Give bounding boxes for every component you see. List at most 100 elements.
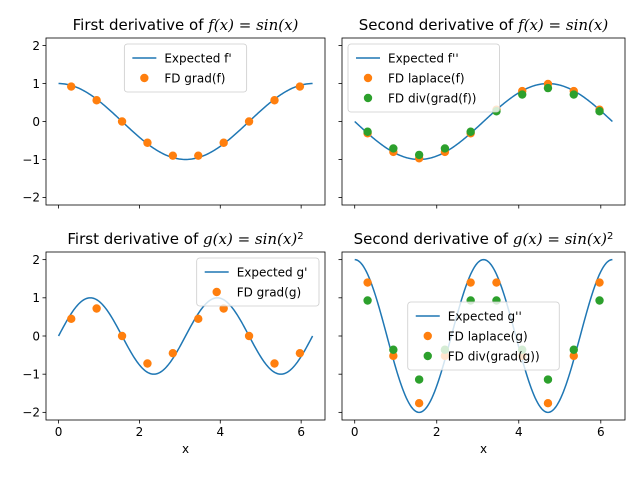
legend-label: Expected f'' [388, 51, 459, 65]
chart-panel-3: First derivative of g(x) = sin(x)20 2 4 6−2… [22, 230, 326, 456]
data-point [595, 278, 604, 287]
data-point [414, 375, 424, 384]
x-tick-label: 4 [515, 425, 523, 439]
expected-curve-line [58, 82, 313, 161]
legend-label: FD grad(f) [164, 71, 225, 85]
legend-box [407, 301, 560, 371]
data-point [295, 82, 305, 91]
series-orange-points [363, 278, 604, 408]
legend-dot-swatch [423, 331, 432, 341]
data-point [440, 144, 450, 153]
data-point [143, 138, 152, 147]
legend-dot-swatch [363, 73, 373, 83]
data-point [543, 375, 553, 384]
data-point [389, 345, 398, 354]
x-tick-label: 6 [297, 425, 305, 439]
legend-box [196, 257, 320, 307]
series-orange-points [67, 304, 305, 368]
data-point [389, 351, 398, 361]
title-text: Second derivative of [354, 230, 513, 248]
data-point [117, 331, 127, 341]
legend-box [347, 43, 500, 113]
data-point [194, 151, 203, 160]
expected-curve-line [354, 258, 613, 414]
x-axis-label: x [182, 442, 189, 456]
panel-title: First derivative of g(x) = sin(x)2 [67, 230, 303, 248]
data-point [219, 304, 228, 313]
y-tick-label: −1 [22, 367, 40, 381]
data-point [363, 278, 372, 287]
data-point [92, 96, 101, 105]
data-point [194, 314, 203, 324]
data-point [414, 150, 424, 160]
data-point [67, 314, 76, 324]
data-point [466, 278, 475, 287]
data-point [363, 296, 372, 305]
legend-dot-swatch [363, 93, 373, 103]
series-orange-points [67, 82, 305, 160]
legend-label: Expected f' [164, 51, 231, 65]
title-math: f(x) = sin(x) [517, 16, 608, 34]
y-tick-label: −2 [22, 191, 40, 205]
legend-box [123, 43, 248, 93]
legend: Expected f' FD grad(f) [123, 43, 248, 93]
legend-label: FD laplace(f) [388, 71, 465, 85]
data-point [569, 351, 578, 361]
title-superscript: 2 [607, 231, 613, 242]
data-point [595, 107, 604, 116]
x-tick-label: 4 [216, 425, 224, 439]
data-point [543, 399, 553, 408]
data-point [492, 278, 501, 287]
data-point [270, 96, 279, 105]
title-math: g(x) = sin(x) [203, 230, 297, 248]
legend-dot-swatch [212, 287, 221, 297]
title-superscript: 2 [297, 231, 303, 242]
data-point [295, 348, 305, 358]
data-point [67, 82, 76, 91]
title-math: g(x) = sin(x) [513, 230, 607, 248]
panel-title: Second derivative of f(x) = sin(x) [359, 16, 609, 34]
y-tick-label: 0 [32, 115, 40, 129]
legend: Expected g' FD grad(g) [196, 257, 320, 307]
legend-label: Expected g' [237, 265, 308, 279]
data-point [414, 399, 424, 408]
title-text: First derivative of [73, 16, 209, 34]
panel-title: Second derivative of g(x) = sin(x)2 [354, 230, 614, 248]
x-tick-label: 0 [351, 425, 359, 439]
data-point [143, 359, 152, 368]
legend-label: FD div(grad(f)) [388, 91, 476, 105]
y-tick-label: 1 [32, 291, 40, 305]
data-point [569, 345, 578, 354]
chart-panel-2: Second derivative of f(x) = sin(x) Expect… [338, 16, 626, 209]
data-point [244, 331, 254, 341]
data-point [595, 296, 604, 305]
expected-curve-line [354, 82, 613, 161]
legend-label: FD laplace(g) [448, 329, 528, 343]
data-point [168, 348, 178, 358]
expected-curve-line [57, 297, 314, 375]
title-math: f(x) = sin(x) [207, 16, 298, 34]
y-tick-label: 1 [32, 77, 40, 91]
legend-dot-swatch [423, 351, 432, 361]
data-point [219, 138, 228, 147]
data-point [92, 304, 101, 313]
x-tick-label: 2 [136, 425, 144, 439]
title-text: First derivative of [67, 230, 203, 248]
data-point [168, 151, 178, 160]
legend-label: FD div(grad(g)) [448, 349, 540, 363]
data-point [244, 117, 254, 126]
legend: Expected g'' FD laplace(g) FD div(grad(g)) [407, 301, 560, 371]
x-axis-label: x [480, 442, 487, 456]
x-tick-label: 6 [597, 425, 605, 439]
data-point [117, 117, 127, 126]
data-point [389, 144, 398, 153]
y-tick-label: 2 [32, 39, 40, 53]
panel-title: First derivative of f(x) = sin(x) [73, 16, 299, 34]
legend: Expected f'' FD laplace(f) FD div(grad(f)) [347, 43, 500, 113]
x-tick-label: 0 [55, 425, 63, 439]
data-point [466, 127, 475, 136]
y-tick-label: −2 [22, 406, 40, 420]
data-point [543, 83, 553, 93]
data-point [363, 127, 372, 136]
legend-label: Expected g'' [448, 309, 522, 323]
